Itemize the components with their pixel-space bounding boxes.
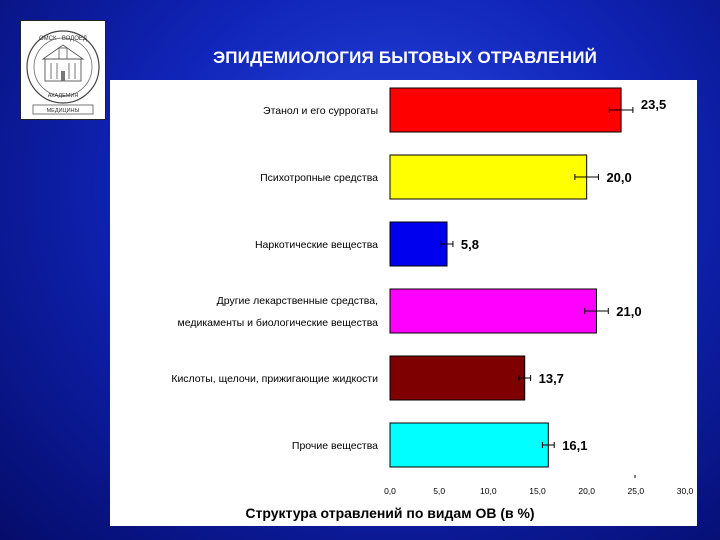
academy-logo: ОМСК · ВОДОЕД АКАДЕМИЯ МЕДИЦИНЫ	[20, 20, 106, 120]
slide-title: ЭПИДЕМИОЛОГИЯ БЫТОВЫХ ОТРАВЛЕНИЙ	[212, 48, 598, 67]
data-label: 23,5	[641, 97, 666, 112]
bar	[389, 422, 549, 468]
category-label: Психотропные средства	[260, 172, 378, 184]
x-axis: 0,0 5,0 10,0 15,0 20,0 25,0 30,0	[384, 475, 694, 496]
category-label: Другие лекарственные средства,	[217, 295, 378, 307]
x-tick-label: 30,0	[677, 486, 694, 496]
data-label: 21,0	[616, 304, 641, 319]
x-tick-label: 0,0	[384, 486, 396, 496]
x-tick-label: 10,0	[480, 486, 497, 496]
category-label: Кислоты, щелочи, прижигающие жидкости	[171, 373, 378, 385]
bars-layer: 23,5 Этанол и его суррогаты 20,0 Психотропн…	[171, 87, 666, 468]
bar	[389, 221, 448, 267]
bar-chart: 23,5 Этанол и его суррогаты 20,0 Психотропн…	[171, 87, 694, 521]
logo-bottom-text: АКАДЕМИЯ	[48, 93, 79, 99]
logo-base-text: МЕДИЦИНЫ	[47, 108, 80, 114]
x-tick-label: 25,0	[628, 486, 645, 496]
category-label: медикаменты и биологические вещества	[178, 317, 379, 329]
chart-panel: 23,5 Этанол и его суррогаты 20,0 Психотропн…	[110, 80, 697, 526]
category-label: Этанол и его суррогаты	[263, 105, 378, 117]
bar	[389, 87, 622, 133]
category-label: Наркотические вещества	[255, 239, 378, 251]
category-label: Прочие вещества	[292, 440, 378, 452]
data-label: 5,8	[461, 237, 479, 252]
bar	[389, 154, 588, 200]
data-label: 16,1	[562, 438, 587, 453]
x-tick-label: 20,0	[578, 486, 595, 496]
x-axis-title: Структура отравлений по видам ОВ (в %)	[245, 505, 534, 521]
data-label: 13,7	[539, 371, 564, 386]
x-tick-label: 15,0	[529, 486, 546, 496]
data-label: 20,0	[606, 170, 631, 185]
bar	[389, 355, 526, 401]
x-tick-label: 5,0	[433, 486, 445, 496]
logo-top-text: ОМСК · ВОДОЕД	[39, 36, 87, 42]
bar	[389, 288, 597, 334]
academy-emblem-icon: ОМСК · ВОДОЕД АКАДЕМИЯ МЕДИЦИНЫ	[26, 30, 100, 115]
